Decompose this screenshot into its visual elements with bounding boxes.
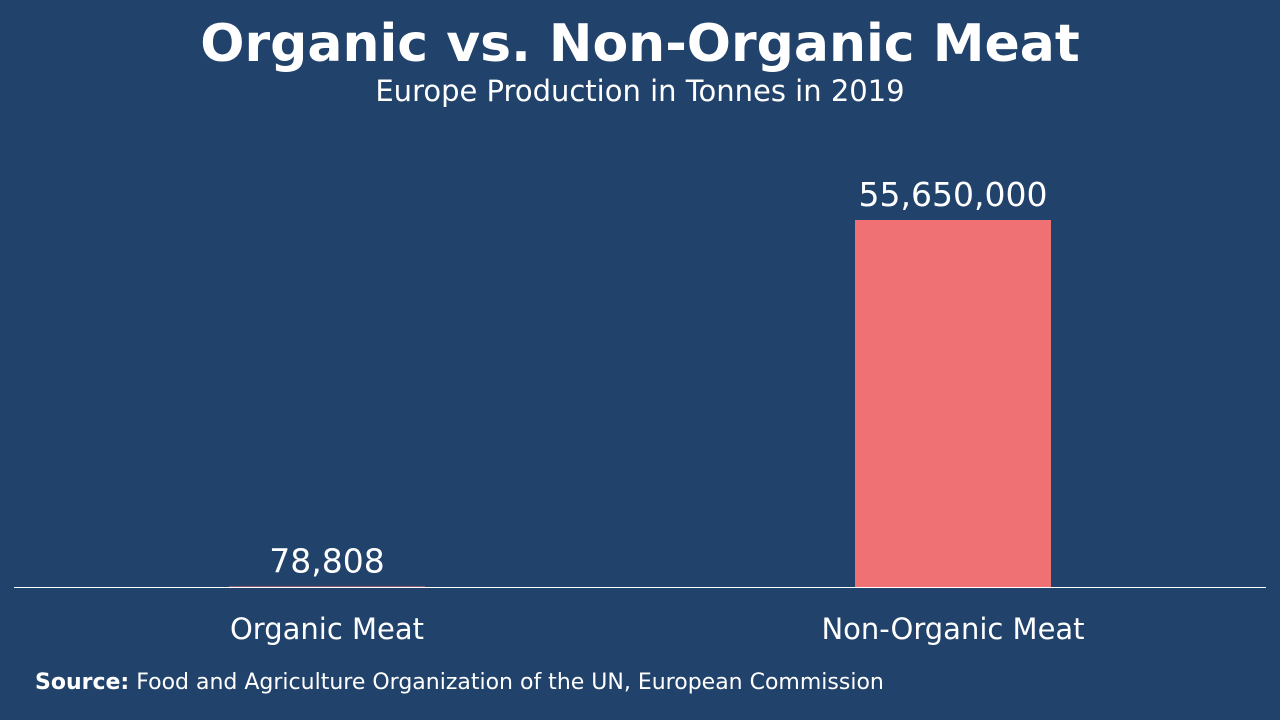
chart-subtitle: Europe Production in Tonnes in 2019 [375, 74, 905, 108]
chart-title: Organic vs. Non-Organic Meat [200, 14, 1080, 74]
x-tick-label-0: Organic Meat [230, 612, 424, 646]
source-note: Source: Food and Agriculture Organizatio… [35, 668, 884, 698]
source-label: Source: [35, 670, 130, 695]
data-label-0: 78,808 [269, 541, 384, 580]
source-text: Food and Agriculture Organization of the… [136, 670, 884, 695]
bar-1 [855, 220, 1051, 587]
bar-0 [229, 586, 425, 587]
data-label-1: 55,650,000 [859, 175, 1048, 214]
x-tick-label-1: Non-Organic Meat [821, 612, 1084, 646]
